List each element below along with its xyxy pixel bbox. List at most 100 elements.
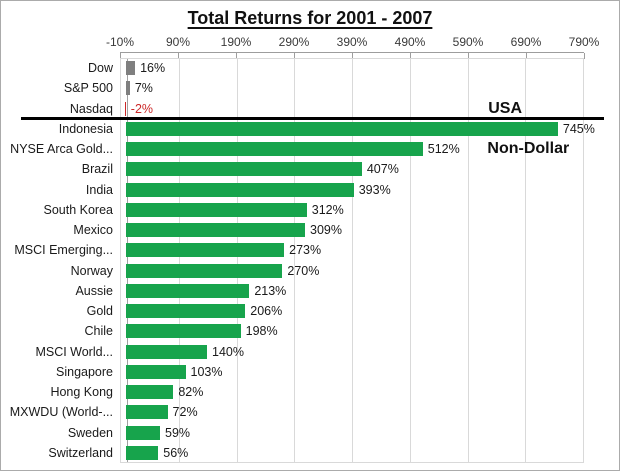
gridline [467, 59, 469, 462]
table-row: Switzerland 56% [1, 443, 619, 463]
bar-track: 213% [120, 281, 584, 301]
chart-body: Dow 16% S&P 500 7% Nasdaq -2% Indonesia 745% NYS… [1, 58, 619, 463]
bar [125, 405, 168, 420]
bar-value-label: 512% [427, 142, 460, 156]
category-label: MSCI World... [35, 344, 113, 359]
bar-value-label: 16% [140, 61, 166, 75]
bar-value-label: 407% [366, 162, 399, 177]
table-row: Sweden 59% [1, 423, 619, 443]
bar-value-label: 309% [310, 223, 342, 237]
x-axis-tick-label: 590% [452, 35, 484, 49]
table-row: Singapore 103% [1, 362, 619, 382]
category-label: MXWDU (World-... [9, 405, 113, 420]
table-row: South Korea 312% [1, 200, 619, 220]
bar [125, 364, 186, 379]
gridline [178, 59, 180, 462]
bar [125, 223, 306, 237]
bar-value-label: 59% [165, 425, 191, 440]
bar-value-label: 140% [212, 344, 244, 359]
x-axis-tick-label: 290% [278, 35, 310, 49]
category-label: Brazil [81, 162, 113, 177]
category-label: Dow [87, 61, 113, 75]
bar-track: 16% [120, 58, 584, 78]
x-axis-tick-mark [294, 53, 295, 59]
usa-nondollar-separator-line [21, 116, 604, 120]
bar-value-label: 213% [254, 283, 287, 298]
bar-value-label: -2% [130, 101, 154, 116]
category-label: Singapore [56, 364, 113, 379]
category-label: Nasdaq [69, 101, 113, 116]
bar [125, 162, 362, 177]
category-label: India [85, 182, 113, 197]
bar-track: 393% [120, 180, 584, 200]
table-row: S&P 500 7% [1, 78, 619, 98]
x-axis-tick-mark [352, 53, 353, 59]
x-axis-tick-mark [120, 53, 121, 59]
x-axis-tick-labels: -10% 90% 190% 290% 390% 490% 590% 690% 790% [106, 33, 599, 52]
bar [125, 81, 130, 96]
bar-track: 56% [120, 443, 584, 463]
bar [125, 344, 207, 359]
bar [125, 324, 241, 339]
table-row: Mexico 309% [1, 220, 619, 240]
table-row: Aussie 213% [1, 281, 619, 301]
bar-track: -2% [120, 99, 584, 119]
gridline [236, 59, 238, 462]
bar-value-label: 206% [250, 304, 283, 318]
x-axis-tick-label: -10% [105, 35, 135, 49]
x-axis-tick-label: 790% [568, 35, 600, 49]
table-row: Gold 206% [1, 301, 619, 321]
category-label: Aussie [75, 283, 113, 298]
bar-value-label: 270% [287, 263, 320, 278]
table-row: Norway 270% [1, 261, 619, 281]
category-label: NYSE Arca Gold... [10, 142, 113, 156]
bar-value-label: 312% [311, 202, 344, 217]
table-row: Hong Kong 82% [1, 382, 619, 402]
bar-value-label: 273% [289, 243, 322, 258]
annotation-non-dollar: Non-Dollar [487, 140, 570, 157]
category-label: Sweden [67, 425, 113, 440]
category-label: Indonesia [58, 121, 113, 136]
bar-track: 198% [120, 321, 584, 341]
table-row: MXWDU (World-... 72% [1, 402, 619, 422]
bar-track: 82% [120, 382, 584, 402]
gridline [352, 59, 353, 462]
x-axis-tick-mark [584, 53, 585, 59]
bar [125, 445, 159, 460]
bar-value-label: 72% [172, 405, 198, 420]
bar-value-label: 393% [358, 182, 391, 197]
category-label: Switzerland [48, 445, 113, 460]
bar-value-label: 56% [163, 445, 189, 460]
table-row: MSCI World... 140% [1, 342, 619, 362]
annotation-usa: USA [488, 99, 522, 117]
bar [125, 263, 283, 278]
x-axis-tick-mark [236, 53, 237, 59]
bar [125, 304, 246, 318]
category-label: Mexico [73, 223, 113, 237]
bar-value-label: 198% [245, 324, 278, 339]
category-label: S&P 500 [63, 81, 113, 96]
bar-rows: Dow 16% S&P 500 7% Nasdaq -2% Indonesia 745% NYS… [1, 58, 619, 463]
table-row: Nasdaq -2% [1, 99, 619, 119]
bar-value-label: 7% [134, 81, 153, 96]
x-axis-tick-label: 390% [336, 35, 368, 49]
bar-track: 206% [120, 301, 584, 321]
bar [125, 283, 250, 298]
chart-title: Total Returns for 2001 - 2007 [187, 8, 433, 28]
x-axis-tick-label: 90% [165, 35, 191, 49]
x-axis-tick-mark [526, 53, 527, 59]
gridline [409, 59, 411, 462]
bar-track: 407% [120, 159, 584, 179]
category-label: MSCI Emerging... [14, 243, 113, 258]
bar [125, 142, 423, 156]
category-label: Hong Kong [50, 385, 113, 399]
bar-track: 273% [120, 240, 584, 260]
bar [125, 385, 174, 399]
table-row: Dow 16% [1, 58, 619, 78]
bar [125, 182, 354, 197]
category-label: South Korea [43, 202, 114, 217]
x-axis-tick-mark [410, 53, 411, 59]
bar-track: 103% [120, 362, 584, 382]
bar [125, 425, 161, 440]
